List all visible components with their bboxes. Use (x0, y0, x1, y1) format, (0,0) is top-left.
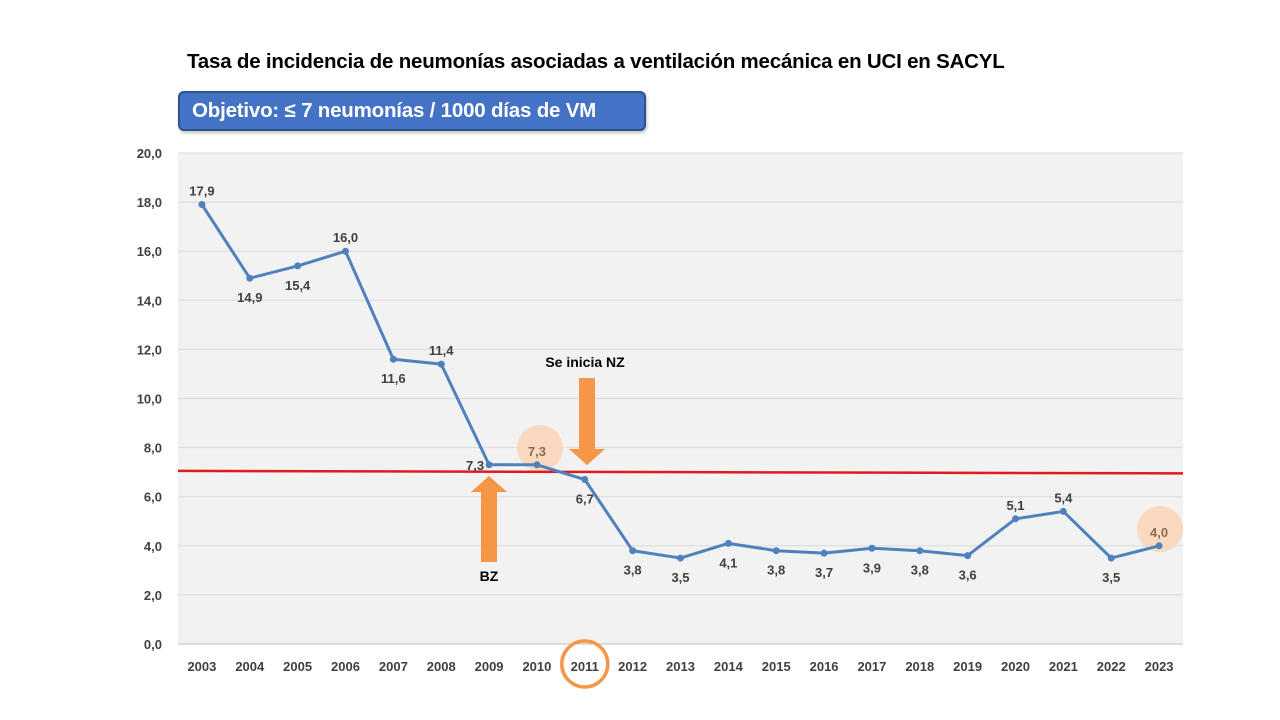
objective-box: Objetivo: ≤ 7 neumonías / 1000 días de V… (178, 91, 646, 131)
highlight-circles (517, 425, 1183, 689)
data-label: 4,1 (719, 555, 737, 570)
x-tick-label: 2015 (762, 659, 791, 674)
data-point (1155, 542, 1163, 550)
data-point (820, 549, 828, 557)
x-tick-label: 2009 (475, 659, 504, 674)
y-tick-label: 8,0 (144, 441, 162, 456)
bz-arrow (471, 476, 507, 562)
chart-title: Tasa de incidencia de neumonías asociada… (187, 50, 1005, 73)
data-label: 4,0 (1150, 525, 1168, 540)
objective-target-line (177, 469, 1184, 475)
data-label: 17,9 (189, 184, 214, 199)
data-point (1107, 554, 1115, 562)
data-point (533, 461, 541, 469)
y-tick-label: 12,0 (137, 342, 162, 357)
data-point (1059, 507, 1067, 515)
x-tick-label: 2017 (857, 659, 886, 674)
y-tick-label: 20,0 (137, 146, 162, 161)
data-point (342, 247, 349, 255)
x-tick-label: 2007 (379, 659, 408, 674)
y-tick-label: 2,0 (144, 588, 162, 603)
x-tick-label: 2005 (283, 659, 312, 674)
x-tick-label: 2018 (905, 659, 934, 674)
x-tick-label: 2011 (571, 659, 599, 674)
data-label: 3,6 (959, 568, 977, 583)
data-point (389, 355, 397, 363)
x-tick-label: 2006 (331, 659, 360, 674)
x-tick-label: 2019 (953, 659, 982, 674)
data-label: 3,9 (863, 560, 881, 575)
nz-arrow (569, 378, 605, 465)
tick-highlight-ring (560, 639, 610, 689)
y-axis: 0,0 2,0 4,0 6,0 8,0 10,0 12,0 14,0 16,0 18,0 20,0 (137, 146, 162, 652)
data-label: 5,4 (1054, 490, 1073, 505)
data-label: 3,8 (624, 563, 642, 578)
point-highlight-circle (517, 425, 563, 471)
annotation-arrows: BZ Se inicia NZ (471, 354, 625, 584)
x-tick-label: 2021 (1049, 659, 1078, 674)
data-label: 3,7 (815, 565, 833, 580)
y-tick-label: 4,0 (144, 539, 162, 554)
x-tick-label: 2013 (666, 659, 695, 674)
x-tick-label: 2008 (427, 659, 456, 674)
x-tick-label: 2014 (714, 659, 744, 674)
data-labels: 17,9 14,9 15,4 16,0 11,6 11,4 7,3 7,3 6,7 3,8 3,5 4… (189, 184, 1168, 586)
point-highlight-circle (1137, 506, 1183, 552)
data-point (916, 547, 924, 555)
x-tick-label: 2020 (1001, 659, 1030, 674)
data-label: 11,6 (381, 371, 406, 386)
y-tick-label: 14,0 (137, 293, 162, 308)
x-tick-label: 2004 (235, 659, 265, 674)
y-tick-label: 16,0 (137, 244, 162, 259)
data-label: 6,7 (576, 492, 594, 507)
data-point (629, 547, 637, 555)
y-tick-label: 18,0 (137, 195, 162, 210)
y-tick-label: 10,0 (137, 392, 162, 407)
data-label: 3,8 (911, 563, 929, 578)
x-axis: 2003 2004 2005 2006 2007 2008 2009 2010 2011 2012… (187, 659, 1173, 674)
data-point (294, 262, 302, 270)
y-tick-label: 6,0 (144, 490, 162, 505)
bz-label: BZ (480, 568, 499, 584)
data-point (772, 547, 780, 555)
data-label: 3,5 (1102, 570, 1120, 585)
data-point (485, 461, 493, 469)
data-label: 7,3 (528, 444, 546, 459)
x-tick-label: 2010 (522, 659, 551, 674)
x-tick-label: 2022 (1097, 659, 1126, 674)
data-label: 3,5 (671, 570, 689, 585)
data-points (198, 201, 1163, 562)
data-point (1012, 515, 1019, 523)
gridlines (178, 152, 1183, 645)
data-point (437, 360, 445, 368)
data-label: 14,9 (237, 290, 262, 305)
data-point (964, 552, 972, 560)
data-point (246, 274, 254, 282)
data-point (724, 539, 732, 547)
data-point (581, 476, 589, 484)
data-label: 16,0 (333, 230, 358, 245)
nz-label: Se inicia NZ (545, 354, 625, 370)
target-line (177, 469, 1184, 475)
data-point (868, 544, 876, 552)
x-tick-label: 2023 (1145, 659, 1174, 674)
data-label: 15,4 (285, 278, 311, 293)
data-point (198, 201, 206, 209)
x-tick-label: 2012 (618, 659, 647, 674)
x-tick-label: 2003 (187, 659, 216, 674)
data-point (677, 554, 684, 562)
data-label: 11,4 (429, 343, 454, 358)
x-tick-label: 2016 (810, 659, 839, 674)
data-label: 5,1 (1006, 498, 1024, 513)
data-label: 3,8 (767, 563, 785, 578)
data-label: 7,3 (466, 458, 484, 473)
y-tick-label: 0,0 (144, 637, 162, 652)
